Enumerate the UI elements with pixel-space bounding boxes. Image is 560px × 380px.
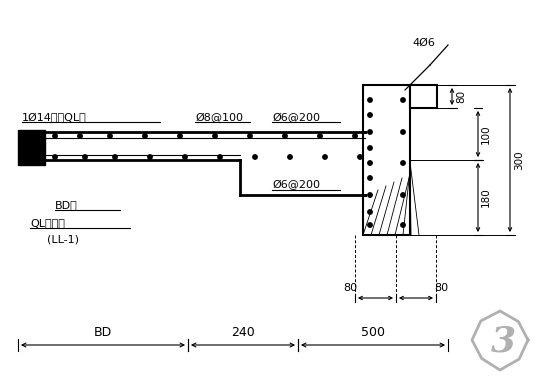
Circle shape [323, 155, 327, 159]
Text: Ø6@200: Ø6@200 [272, 180, 320, 190]
Text: BD筋: BD筋 [55, 200, 78, 210]
Circle shape [368, 130, 372, 134]
Circle shape [368, 193, 372, 197]
Circle shape [368, 210, 372, 214]
Circle shape [368, 146, 372, 150]
Circle shape [353, 134, 357, 138]
Circle shape [368, 223, 372, 227]
Circle shape [401, 130, 405, 134]
Text: 180: 180 [481, 187, 491, 207]
Circle shape [253, 155, 257, 159]
Text: Ø8@100: Ø8@100 [195, 113, 243, 123]
Circle shape [401, 161, 405, 165]
Text: 100: 100 [481, 124, 491, 144]
Circle shape [183, 155, 187, 159]
Text: (LL-1): (LL-1) [47, 235, 79, 245]
Circle shape [178, 134, 182, 138]
Circle shape [143, 134, 147, 138]
Circle shape [401, 193, 405, 197]
Circle shape [358, 155, 362, 159]
Circle shape [368, 161, 372, 165]
Text: BD: BD [94, 326, 112, 339]
Circle shape [368, 113, 372, 117]
Text: QL冈过梁: QL冈过梁 [30, 218, 65, 228]
Circle shape [318, 134, 322, 138]
Circle shape [368, 98, 372, 102]
Circle shape [218, 155, 222, 159]
Text: 80: 80 [343, 283, 357, 293]
Text: 240: 240 [231, 326, 255, 339]
Circle shape [213, 134, 217, 138]
Text: 3: 3 [491, 324, 516, 358]
Circle shape [401, 98, 405, 102]
Circle shape [248, 134, 252, 138]
Circle shape [288, 155, 292, 159]
Circle shape [53, 134, 57, 138]
Circle shape [113, 155, 117, 159]
Text: 500: 500 [361, 326, 385, 339]
Text: 80: 80 [456, 89, 466, 103]
Text: 300: 300 [514, 150, 524, 170]
Circle shape [53, 155, 57, 159]
Text: Ø6@200: Ø6@200 [272, 113, 320, 123]
Circle shape [148, 155, 152, 159]
Circle shape [83, 155, 87, 159]
Polygon shape [363, 85, 410, 235]
Circle shape [78, 134, 82, 138]
Circle shape [108, 134, 112, 138]
Circle shape [368, 176, 372, 180]
Circle shape [401, 223, 405, 227]
Circle shape [283, 134, 287, 138]
Text: 80: 80 [434, 283, 448, 293]
Text: 4Ø6: 4Ø6 [412, 38, 435, 48]
Text: 1Ø14锄入QL内: 1Ø14锄入QL内 [22, 113, 87, 123]
Polygon shape [18, 130, 45, 165]
Polygon shape [410, 85, 437, 108]
